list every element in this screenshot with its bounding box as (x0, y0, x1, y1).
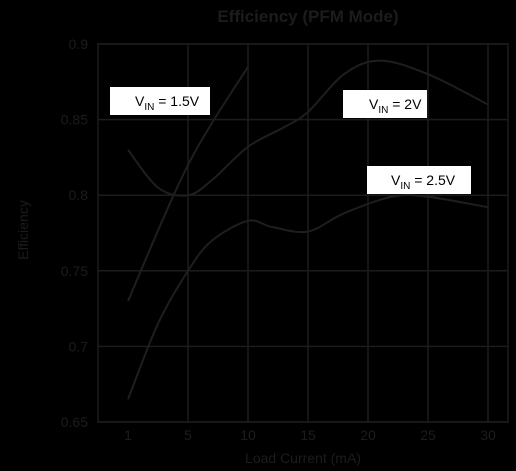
series-labels: VIN = 1.5V VIN = 2V VIN = 2.5V (110, 87, 471, 194)
series-line-vin-1-5v (127, 66, 249, 302)
series-label-box (367, 166, 471, 194)
x-tick-label: 20 (360, 427, 376, 443)
y-tick-label: 0.65 (61, 414, 88, 430)
series-label-text: VIN = 1.5V (135, 93, 200, 113)
x-tick-label: 15 (300, 427, 316, 443)
y-tick-label: 0.7 (69, 338, 89, 354)
series-lines (127, 59, 489, 400)
x-tick-label: 1 (124, 427, 132, 443)
series-label-box (343, 90, 427, 118)
series-label-vin-2-5v: VIN = 2.5V (367, 166, 471, 194)
plot-frame (97, 43, 509, 423)
x-axis-label: Load Current (mA) (245, 450, 361, 466)
y-axis: 0.65 0.7 0.75 0.8 0.85 0.9 (61, 36, 88, 430)
y-tick-label: 0.8 (69, 187, 89, 203)
y-axis-label: Efficiency (15, 200, 31, 260)
x-tick-label: 30 (480, 427, 496, 443)
series-label-vin-2v: VIN = 2V (343, 90, 427, 118)
series-label-box (110, 87, 210, 115)
series-label-vin-1-5v: VIN = 1.5V (110, 87, 210, 115)
y-tick-label: 0.85 (61, 112, 88, 128)
x-axis: 1 5 10 15 20 25 30 (124, 427, 496, 443)
chart-title: Efficiency (PFM Mode) (217, 7, 398, 26)
x-tick-label: 10 (240, 427, 256, 443)
series-line-vin-2v (127, 59, 489, 197)
series-line-vin-2-5v (127, 193, 489, 400)
x-tick-label: 25 (420, 427, 436, 443)
x-tick-label: 5 (184, 427, 192, 443)
series-label-text: VIN = 2V (369, 96, 422, 116)
y-tick-label: 0.9 (69, 36, 89, 52)
series-label-text: VIN = 2.5V (391, 172, 456, 192)
y-tick-label: 0.75 (61, 263, 88, 279)
